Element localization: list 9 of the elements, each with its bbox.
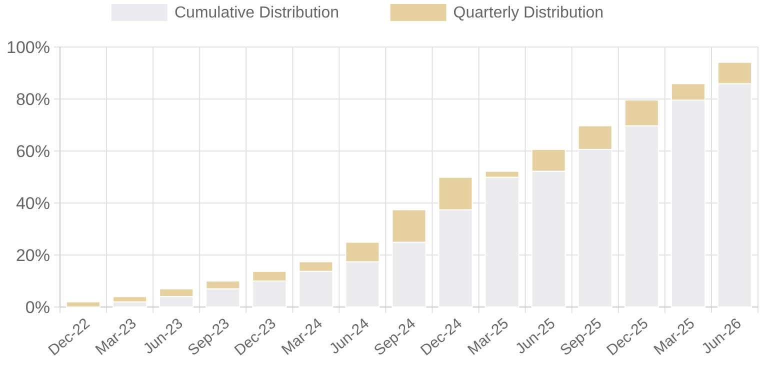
- bar: [66, 301, 101, 308]
- legend-label: Cumulative Distribution: [174, 4, 340, 22]
- y-tick-label: 80%: [16, 90, 50, 109]
- y-tick-label: 40%: [16, 194, 50, 213]
- y-tick-label: 100%: [6, 38, 50, 57]
- legend-label: Quarterly Distribution: [453, 4, 604, 22]
- y-tick-label: 60%: [16, 142, 50, 161]
- y-tick-label: 20%: [16, 246, 50, 265]
- y-tick-label: 0%: [25, 298, 50, 317]
